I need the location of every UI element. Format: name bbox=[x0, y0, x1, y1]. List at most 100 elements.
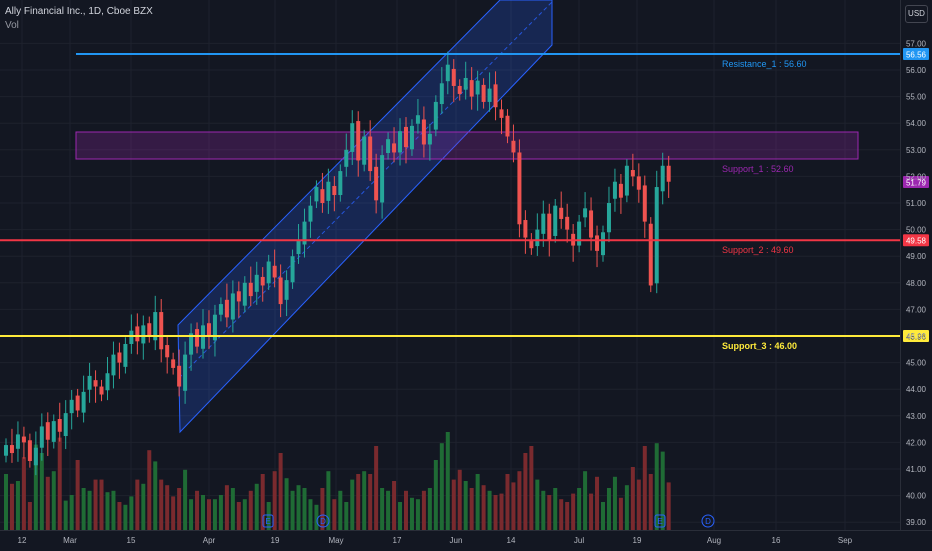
volume-bar bbox=[75, 460, 80, 530]
volume-bar bbox=[541, 490, 546, 530]
time-tick-label: 19 bbox=[271, 536, 280, 545]
volume-bar bbox=[523, 453, 528, 530]
volume-bar bbox=[9, 483, 14, 530]
candle-body bbox=[368, 136, 373, 172]
currency-button[interactable]: USD bbox=[905, 5, 928, 23]
candle-body bbox=[39, 426, 44, 448]
candle-body bbox=[99, 386, 104, 395]
volume-bar bbox=[445, 432, 450, 530]
earnings-marker[interactable] bbox=[654, 514, 666, 528]
volume-bar bbox=[147, 450, 152, 530]
volume-bar bbox=[398, 502, 403, 530]
dividend-marker[interactable] bbox=[701, 514, 715, 528]
candle-body bbox=[499, 109, 504, 118]
price-badge bbox=[903, 234, 929, 247]
volume-bar bbox=[99, 479, 104, 530]
candle-body bbox=[595, 235, 600, 251]
candle-body bbox=[117, 352, 122, 363]
candle-body bbox=[105, 373, 110, 391]
candle-body bbox=[15, 434, 20, 449]
volume-legend[interactable]: Vol bbox=[5, 20, 19, 31]
volume-bar bbox=[33, 444, 38, 530]
volume-bar bbox=[171, 496, 176, 530]
candle-body bbox=[583, 208, 588, 218]
volume-bar bbox=[308, 499, 313, 530]
symbol-title[interactable]: Ally Financial Inc., 1D, Cboe BZX bbox=[5, 6, 153, 17]
candle-body bbox=[129, 330, 134, 344]
volume-bar bbox=[356, 474, 361, 530]
price-badge bbox=[903, 175, 929, 188]
volume-bar bbox=[81, 488, 86, 530]
volume-bar bbox=[457, 469, 462, 530]
volume-bar bbox=[27, 502, 32, 530]
volume-bar bbox=[409, 497, 414, 530]
volume-bar bbox=[165, 485, 170, 530]
candle-body bbox=[9, 445, 14, 454]
price-badge bbox=[903, 330, 929, 342]
time-axis[interactable] bbox=[0, 530, 932, 551]
volume-bar bbox=[105, 492, 110, 530]
volume-bar bbox=[517, 471, 522, 530]
volume-bar bbox=[403, 490, 408, 530]
volume-bar bbox=[69, 495, 74, 530]
volume-bar bbox=[547, 495, 552, 530]
candle-body bbox=[380, 155, 385, 203]
candle-body bbox=[403, 126, 408, 148]
price-badge-label: 56.56 bbox=[906, 51, 927, 60]
volume-bar bbox=[141, 483, 146, 530]
time-tick-label: 17 bbox=[393, 536, 402, 545]
candle-body bbox=[266, 261, 271, 284]
candle-body bbox=[206, 323, 211, 336]
price-badge bbox=[903, 48, 929, 61]
price-tick-label: 41.00 bbox=[906, 465, 927, 474]
candle-body bbox=[111, 354, 116, 376]
time-tick-label: May bbox=[328, 536, 343, 545]
candle-body bbox=[511, 140, 516, 153]
volume-bar bbox=[433, 460, 438, 530]
earnings-marker[interactable] bbox=[262, 514, 274, 528]
volume-bar bbox=[248, 490, 253, 530]
candle-body bbox=[565, 216, 570, 230]
time-tick-label: 19 bbox=[633, 536, 642, 545]
candle-body bbox=[260, 276, 265, 286]
candle-body bbox=[642, 185, 647, 222]
volume-bar bbox=[344, 502, 349, 530]
earnings-marker-letter: E bbox=[657, 517, 662, 526]
volume-bar bbox=[212, 499, 217, 530]
candle-body bbox=[51, 421, 56, 442]
candle-body bbox=[69, 399, 74, 414]
candle-body bbox=[654, 187, 659, 284]
volume-bar bbox=[451, 479, 456, 530]
price-tick-label: 45.00 bbox=[906, 359, 927, 368]
candle-body bbox=[272, 265, 277, 278]
volume-bar bbox=[463, 481, 468, 530]
candle-body bbox=[63, 413, 68, 437]
volume-bar bbox=[39, 453, 44, 530]
volume-bar bbox=[415, 499, 420, 530]
volume-bar bbox=[666, 482, 671, 530]
candle-body bbox=[57, 418, 62, 432]
volume-bar bbox=[266, 502, 271, 530]
price-tick-label: 56.00 bbox=[906, 66, 927, 75]
candle-body bbox=[135, 326, 140, 342]
candle-body bbox=[87, 375, 92, 390]
candle-body bbox=[254, 274, 259, 292]
candle-body bbox=[493, 84, 498, 108]
candle-body bbox=[517, 152, 522, 225]
volume-bar bbox=[583, 471, 588, 530]
volume-bar bbox=[392, 481, 397, 530]
candle-body bbox=[433, 101, 438, 130]
candle-body bbox=[618, 183, 623, 198]
candle-body bbox=[362, 136, 367, 165]
volume-bar bbox=[272, 471, 277, 530]
ascending-channel bbox=[177, 0, 553, 434]
volume-bar bbox=[529, 446, 534, 530]
candle-body bbox=[648, 223, 653, 286]
candle-body bbox=[559, 207, 564, 219]
dividend-marker[interactable] bbox=[316, 514, 330, 528]
price-tick-label: 53.00 bbox=[906, 146, 927, 155]
price-tick-label: 40.00 bbox=[906, 492, 927, 501]
volume-bar bbox=[123, 504, 128, 530]
candle-body bbox=[153, 312, 158, 341]
